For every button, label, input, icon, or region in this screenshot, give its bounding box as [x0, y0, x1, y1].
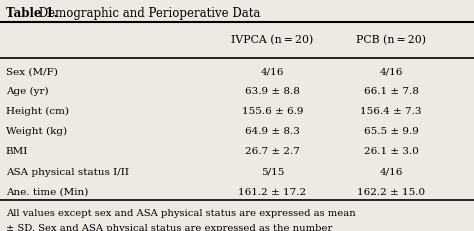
Text: Height (cm): Height (cm) — [6, 107, 69, 116]
Text: All values except sex and ASA physical status are expressed as mean: All values except sex and ASA physical s… — [6, 209, 356, 218]
Text: 26.1 ± 3.0: 26.1 ± 3.0 — [364, 148, 419, 156]
Text: Age (yr): Age (yr) — [6, 87, 48, 96]
Text: 5/15: 5/15 — [261, 168, 284, 176]
Text: 156.4 ± 7.3: 156.4 ± 7.3 — [360, 107, 422, 116]
Text: 162.2 ± 15.0: 162.2 ± 15.0 — [357, 188, 425, 197]
Text: BMI: BMI — [6, 148, 28, 156]
Text: 65.5 ± 9.9: 65.5 ± 9.9 — [364, 128, 419, 136]
Text: PCB (n = 20): PCB (n = 20) — [356, 35, 426, 46]
Text: 4/16: 4/16 — [379, 168, 403, 176]
Text: Sex (M/F): Sex (M/F) — [6, 67, 57, 76]
Text: 66.1 ± 7.8: 66.1 ± 7.8 — [364, 87, 419, 96]
Text: 4/16: 4/16 — [261, 67, 284, 76]
Text: 161.2 ± 17.2: 161.2 ± 17.2 — [238, 188, 307, 197]
Text: IVPCA (n = 20): IVPCA (n = 20) — [231, 35, 314, 46]
Text: Demographic and Perioperative Data: Demographic and Perioperative Data — [35, 7, 260, 20]
Text: 63.9 ± 8.8: 63.9 ± 8.8 — [245, 87, 300, 96]
Text: ± SD. Sex and ASA physical status are expressed as the number: ± SD. Sex and ASA physical status are ex… — [6, 224, 332, 231]
Text: 26.7 ± 2.7: 26.7 ± 2.7 — [245, 148, 300, 156]
Text: Weight (kg): Weight (kg) — [6, 127, 67, 137]
Text: 155.6 ± 6.9: 155.6 ± 6.9 — [242, 107, 303, 116]
Text: 64.9 ± 8.3: 64.9 ± 8.3 — [245, 128, 300, 136]
Text: 4/16: 4/16 — [379, 67, 403, 76]
Text: Ane. time (Min): Ane. time (Min) — [6, 188, 88, 197]
Text: ASA physical status I/II: ASA physical status I/II — [6, 168, 128, 176]
Text: Table 1.: Table 1. — [6, 7, 57, 20]
